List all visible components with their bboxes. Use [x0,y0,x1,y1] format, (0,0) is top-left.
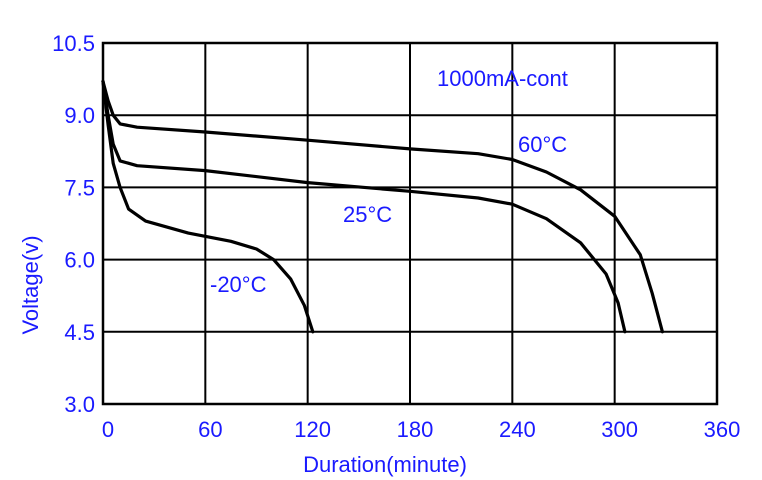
series-layer [101,79,664,334]
series-label: -20°C [210,272,267,297]
labels-layer: 3.0 4.5 6.0 7.5 9.0 10.5 0 60 120 180 240 300 360 Dur… [18,31,740,477]
x-tick-label: 240 [499,417,536,442]
x-axis-title: Duration(minute) [303,452,467,477]
x-tick-label: 300 [601,417,638,442]
y-tick-label: 3.0 [64,392,95,417]
series-line [101,79,627,334]
y-axis-title: Voltage(v) [18,235,43,334]
series-label: 25°C [343,202,392,227]
y-tick-label: 10.5 [52,31,95,56]
x-tick-label: 360 [704,417,741,442]
x-tick-label: 180 [397,417,434,442]
grid-lines [103,43,717,404]
annotation-label: 1000mA-cont [437,66,568,91]
x-tick-label: 0 [102,417,114,442]
series-line [101,79,315,334]
plot-frame [101,41,719,406]
y-tick-label: 9.0 [64,103,95,128]
y-tick-label: 4.5 [64,320,95,345]
series-label: 60°C [518,132,567,157]
x-tick-label: 60 [198,417,222,442]
series-line [101,79,664,334]
y-tick-label: 7.5 [64,175,95,200]
x-tick-label: 120 [294,417,331,442]
y-tick-label: 6.0 [64,248,95,273]
